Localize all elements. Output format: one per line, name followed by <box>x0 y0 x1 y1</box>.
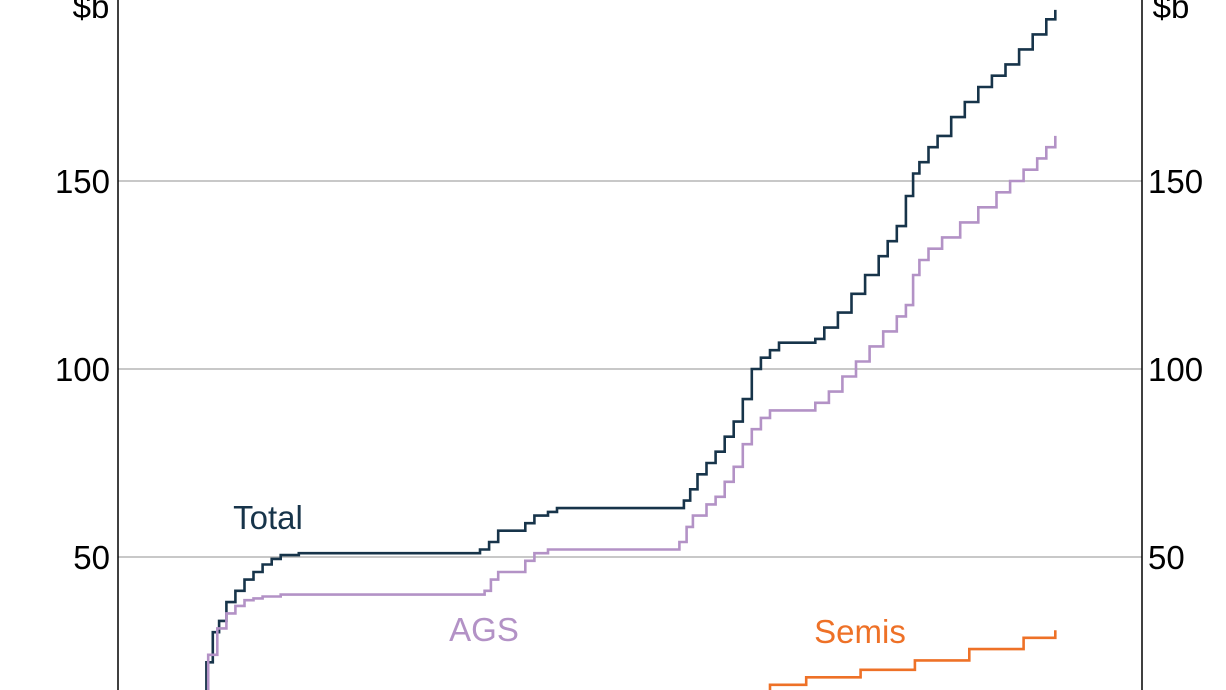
y-tick-label-right: 50 <box>1148 539 1185 576</box>
gridlines <box>118 180 1142 558</box>
series-label-total: Total <box>233 499 303 536</box>
y-tick-label-left: 150 <box>55 163 110 200</box>
y-tick-label-left: 50 <box>73 539 110 576</box>
series-lines <box>205 9 1057 690</box>
series-label-semis: Semis <box>814 613 906 650</box>
series-label-ags: AGS <box>449 611 519 648</box>
series-line-ags <box>206 135 1057 690</box>
right-tick-labels: 50 100 150 <box>1148 163 1203 576</box>
left-unit-label: $b <box>73 0 110 25</box>
left-tick-labels: 50 100 150 <box>55 163 110 576</box>
series-line-semis <box>768 630 1057 690</box>
y-tick-label-right: 100 <box>1148 351 1203 388</box>
y-tick-label-left: 100 <box>55 351 110 388</box>
right-unit-label: $b <box>1153 0 1190 25</box>
y-tick-label-right: 150 <box>1148 163 1203 200</box>
series-line-total <box>205 9 1057 690</box>
